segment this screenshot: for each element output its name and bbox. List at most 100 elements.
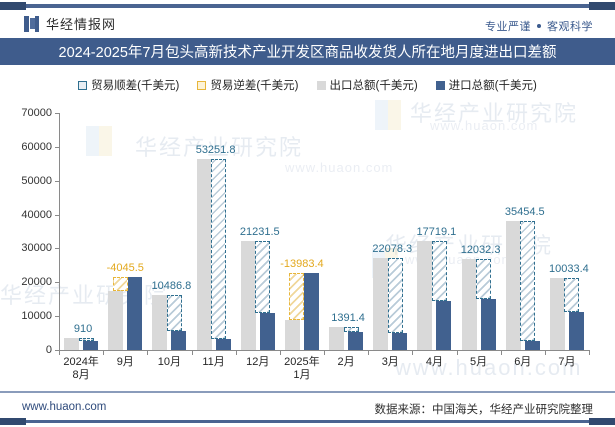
bar-trade-deficit[interactable] <box>289 272 305 321</box>
brand-name: 华经情报网 <box>46 17 117 32</box>
top-rule <box>0 2 615 10</box>
x-axis-tick <box>279 350 281 355</box>
bar-trade-surplus[interactable] <box>564 277 580 312</box>
bar-trade-surplus[interactable] <box>255 240 271 313</box>
y-axis-tick <box>55 146 59 148</box>
bar-import[interactable] <box>83 340 99 350</box>
bar-export[interactable] <box>461 258 477 350</box>
bar-export[interactable] <box>329 327 345 350</box>
legend-item-export[interactable]: 出口总额(千美元) <box>316 77 418 93</box>
bar-group <box>545 113 589 350</box>
data-label: 53251.8 <box>195 144 236 157</box>
footer-rule <box>0 391 615 393</box>
y-axis-tick <box>55 350 59 351</box>
x-axis-tick <box>235 350 237 355</box>
data-label: 1391.4 <box>331 312 365 325</box>
bar-export[interactable] <box>64 337 80 350</box>
bar-export[interactable] <box>152 295 168 350</box>
bar-import[interactable] <box>392 332 408 350</box>
data-label: 12032.3 <box>460 243 501 256</box>
footer-site-link[interactable]: www.huaon.com <box>22 401 107 413</box>
top-rule-cap-right <box>589 2 615 10</box>
x-axis-label: 5月 <box>470 356 488 368</box>
legend-item-import[interactable]: 进口总额(千美元) <box>435 77 537 93</box>
x-axis-label: 12月 <box>246 356 270 368</box>
legend-label: 贸易逆差(千美元) <box>210 80 299 92</box>
bar-export[interactable] <box>196 159 212 350</box>
bar-export[interactable] <box>284 320 300 350</box>
footer: www.huaon.com 数据来源：中国海关，华经产业研究院整理 <box>0 391 615 427</box>
y-axis-tick <box>55 180 59 182</box>
data-label: -13983.4 <box>280 257 324 270</box>
brand-row: 华经情报网 专业严谨 客观科学 <box>0 8 615 38</box>
bar-export[interactable] <box>108 290 124 350</box>
x-axis-label: 9月 <box>116 356 134 368</box>
x-axis-tick <box>147 350 149 355</box>
y-axis-tick <box>55 316 59 318</box>
bar-group <box>147 113 191 350</box>
bar-export[interactable] <box>240 240 256 350</box>
legend-label: 出口总额(千美元) <box>329 80 418 92</box>
y-axis-tick <box>55 214 59 216</box>
y-axis-tick-label: 30000 <box>21 242 52 255</box>
bar-group <box>59 113 103 350</box>
bar-series-container <box>59 113 589 350</box>
bar-import[interactable] <box>259 312 275 350</box>
legend-swatch-surplus-icon <box>78 80 88 90</box>
bar-import[interactable] <box>436 300 452 350</box>
footer-bottom-rule <box>0 419 615 423</box>
bullet-dot-icon <box>537 24 541 28</box>
bar-trade-surplus[interactable] <box>431 240 447 301</box>
bar-import[interactable] <box>480 299 496 350</box>
legend-item-deficit[interactable]: 贸易逆差(千美元) <box>197 77 299 93</box>
bar-import[interactable] <box>524 341 540 350</box>
legend-label: 进口总额(千美元) <box>448 80 537 92</box>
brand-logo[interactable]: 华经情报网 <box>24 14 116 33</box>
data-label: -4045.5 <box>106 262 144 275</box>
y-axis-tick-label: 20000 <box>21 276 52 289</box>
bar-import[interactable] <box>127 277 143 350</box>
bar-trade-deficit[interactable] <box>112 277 128 291</box>
bar-trade-surplus[interactable] <box>78 337 94 341</box>
tagline-left: 专业严谨 <box>485 21 531 33</box>
x-axis-label: 2025年 1月 <box>284 356 320 381</box>
legend-item-surplus[interactable]: 贸易顺差(千美元) <box>78 77 179 93</box>
x-axis-label: 6月 <box>514 356 532 368</box>
x-axis-label: 7月 <box>558 356 576 368</box>
bar-export[interactable] <box>549 277 565 350</box>
bar-export[interactable] <box>505 221 521 350</box>
y-axis-tick <box>55 282 59 284</box>
bar-export[interactable] <box>373 257 389 350</box>
x-axis-tick <box>59 350 60 355</box>
bar-trade-surplus[interactable] <box>343 327 359 333</box>
bar-import[interactable] <box>303 272 319 350</box>
bar-trade-surplus[interactable] <box>387 257 403 333</box>
bar-import[interactable] <box>215 339 231 350</box>
bar-trade-surplus[interactable] <box>211 159 227 340</box>
bar-group <box>457 113 501 350</box>
x-axis-tick <box>368 350 370 355</box>
x-axis-tick <box>103 350 105 355</box>
bar-trade-surplus[interactable] <box>166 295 182 331</box>
bar-group <box>192 113 236 350</box>
x-axis-tick <box>412 350 414 355</box>
bar-import[interactable] <box>568 311 584 350</box>
data-label: 35454.5 <box>504 206 545 219</box>
bar-import[interactable] <box>348 332 364 350</box>
bar-export[interactable] <box>417 240 433 350</box>
legend-swatch-export-icon <box>316 80 326 90</box>
data-label: 10033.4 <box>549 262 589 275</box>
bar-group <box>368 113 412 350</box>
x-axis-label: 11月 <box>202 356 225 368</box>
y-axis-line <box>59 113 60 350</box>
chart-plot-area: 0 10000 20000 30000 40000 50000 60000 70000 910 2… <box>0 100 615 381</box>
x-axis-label: 10月 <box>157 356 182 368</box>
bar-trade-surplus[interactable] <box>476 258 492 300</box>
x-axis-tick <box>500 350 502 355</box>
y-axis-tick <box>55 113 59 114</box>
bar-trade-surplus[interactable] <box>520 221 536 342</box>
chart-legend: 贸易顺差(千美元) 贸易逆差(千美元) 出口总额(千美元) 进口总额(千美元) <box>0 74 615 96</box>
bar-import[interactable] <box>171 330 187 350</box>
data-label: 10486.8 <box>151 280 192 293</box>
legend-label: 贸易顺差(千美元) <box>91 80 180 92</box>
